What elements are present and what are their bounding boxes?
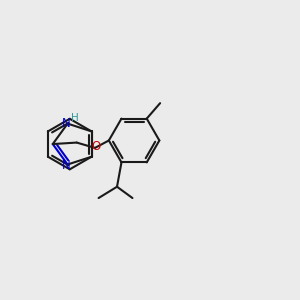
Text: N: N <box>62 159 70 172</box>
Text: O: O <box>91 140 100 153</box>
Text: N: N <box>62 116 70 130</box>
Text: H: H <box>71 113 79 123</box>
